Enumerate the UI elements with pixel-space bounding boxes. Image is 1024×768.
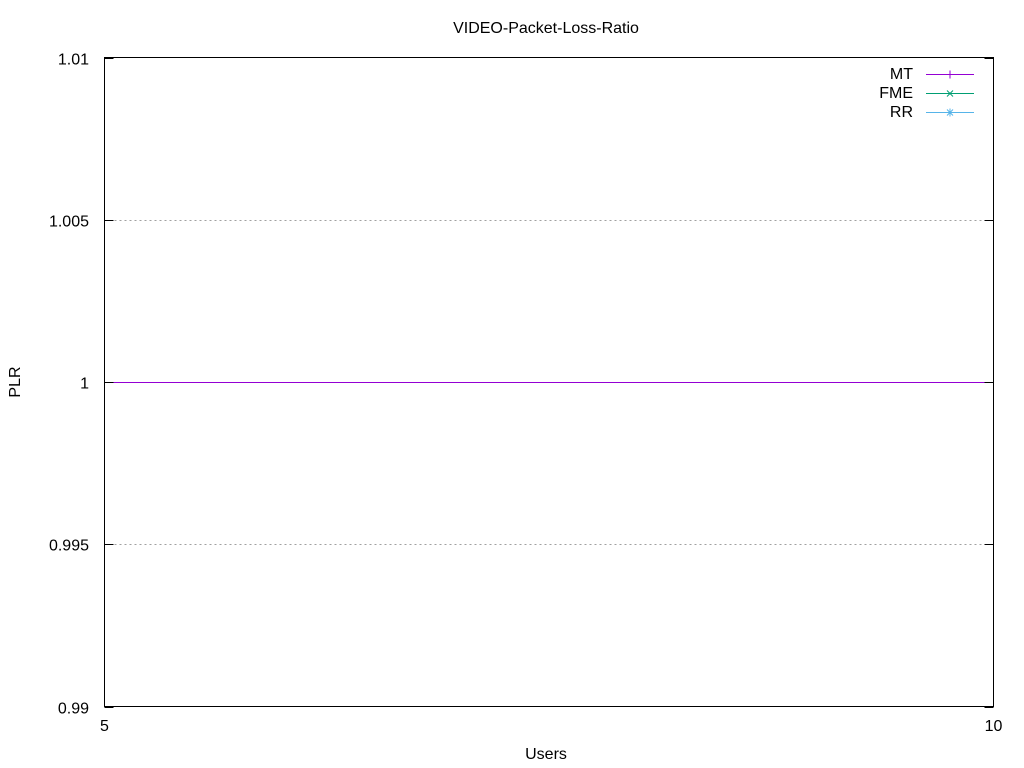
legend-marker-rr xyxy=(946,108,954,117)
x-tick-label-0: 5 xyxy=(100,718,109,735)
legend: MT FME RR xyxy=(879,66,974,121)
legend-label-mt: MT xyxy=(890,66,913,83)
y-tick-label-2: 1 xyxy=(80,376,89,393)
y-tick-label-4: 1.01 xyxy=(58,52,89,69)
y-tick-label-0: 0.99 xyxy=(58,701,89,718)
y-tick-label-1: 0.995 xyxy=(49,538,89,555)
chart-title: VIDEO-Packet-Loss-Ratio xyxy=(453,20,639,37)
legend-label-rr: RR xyxy=(890,104,913,121)
legend-marker-fme xyxy=(946,90,954,97)
x-tick-label-1: 10 xyxy=(985,718,1003,735)
y-tick-label-3: 1.005 xyxy=(49,214,89,231)
legend-label-fme: FME xyxy=(879,85,913,102)
ticks: 0.99 0.995 1 1.005 1.01 5 10 xyxy=(49,52,1003,736)
legend-marker-mt xyxy=(946,70,954,79)
x-axis-label: Users xyxy=(525,746,567,763)
y-axis-label: PLR xyxy=(7,366,24,397)
